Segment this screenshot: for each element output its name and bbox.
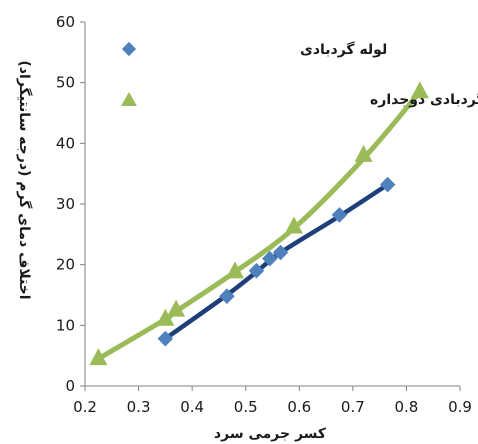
legend: لوله گردبادی لوله گردبادی دوجداره	[121, 41, 478, 108]
data-point-series-2	[156, 308, 175, 326]
data-point-series-2	[410, 81, 429, 99]
data-point-series-2	[226, 261, 244, 279]
data-markers	[89, 81, 429, 366]
x-tick-label: 0.2	[73, 398, 97, 416]
x-tick-label: 0.8	[394, 398, 418, 416]
x-axis-title: کسر جرمی سرد	[214, 426, 327, 442]
trend-lines	[95, 89, 423, 362]
legend-label-series-1: لوله گردبادی	[300, 41, 387, 58]
legend-label-series-2: لوله گردبادی دوجداره	[370, 91, 478, 108]
y-tick-label: 40	[56, 134, 75, 152]
y-tick-label: 50	[56, 74, 75, 92]
x-tick-label: 0.5	[234, 398, 258, 416]
legend-marker-diamond	[121, 41, 137, 57]
y-tick-label: 30	[56, 195, 75, 213]
y-tick-label: 60	[56, 13, 75, 31]
trend-line-series-2	[95, 89, 423, 362]
y-ticks: 0 10 20 30 40 50 60	[56, 13, 85, 395]
y-tick-label: 0	[65, 377, 75, 395]
x-ticks: 0.2 0.3 0.4 0.5 0.6 0.7 0.8 0.9	[73, 386, 472, 416]
x-tick-label: 0.7	[341, 398, 365, 416]
y-tick-label: 20	[56, 256, 75, 274]
data-point-series-2	[89, 348, 108, 366]
y-tick-label: 10	[56, 316, 75, 334]
data-point-series-2	[284, 216, 303, 234]
trend-line-series-1	[163, 182, 390, 341]
data-point-series-2	[167, 299, 186, 317]
x-tick-label: 0.6	[287, 398, 311, 416]
x-tick-label: 0.3	[127, 398, 151, 416]
legend-marker-triangle	[121, 92, 137, 106]
x-tick-label: 0.4	[180, 398, 204, 416]
data-point-series-2	[354, 144, 373, 162]
x-tick-label: 0.9	[448, 398, 472, 416]
y-axis-title: اختلاف دمای گرم (درجه سانتیگراد)	[16, 60, 33, 299]
